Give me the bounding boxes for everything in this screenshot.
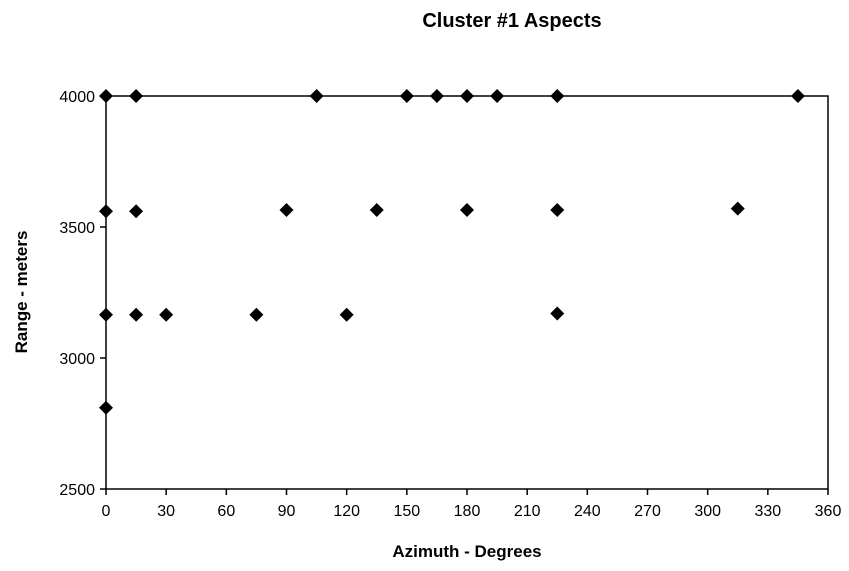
data-point <box>339 307 354 322</box>
data-point <box>129 89 144 103</box>
data-point <box>249 307 264 322</box>
data-point <box>99 204 113 219</box>
data-point <box>279 202 294 217</box>
x-tick-label: 210 <box>514 503 541 520</box>
x-tick-label: 60 <box>217 503 235 520</box>
x-tick-label: 330 <box>754 503 781 520</box>
data-point <box>309 89 324 103</box>
y-tick-label: 3000 <box>59 351 95 368</box>
y-tick-label: 3500 <box>59 220 95 237</box>
y-axis-label: Range - meters <box>12 231 31 354</box>
x-tick-label: 150 <box>393 503 420 520</box>
data-point <box>99 307 113 322</box>
data-point <box>429 89 444 103</box>
x-tick-label: 240 <box>574 503 601 520</box>
data-point <box>490 89 505 103</box>
x-tick-label: 360 <box>815 503 842 520</box>
plot-area <box>105 95 829 490</box>
data-point <box>550 306 565 321</box>
data-point <box>399 89 414 103</box>
data-point <box>460 202 474 217</box>
data-point <box>369 202 384 217</box>
x-tick-label: 30 <box>157 503 175 520</box>
data-point <box>550 202 565 217</box>
data-point <box>790 89 805 103</box>
x-tick-label: 300 <box>694 503 721 520</box>
x-tick-label: 120 <box>333 503 360 520</box>
chart-title: Cluster #1 Aspects <box>422 10 601 32</box>
x-axis-label: Azimuth - Degrees <box>392 542 541 561</box>
data-point <box>159 307 174 322</box>
x-tick-label: 270 <box>634 503 661 520</box>
x-tick-label: 90 <box>278 503 296 520</box>
data-point <box>99 89 113 103</box>
data-point <box>730 201 745 216</box>
data-point <box>550 89 565 103</box>
y-axis: 2500 3000 3500 4000 <box>59 89 106 499</box>
data-points <box>99 89 805 415</box>
y-tick-label: 2500 <box>59 482 95 499</box>
x-tick-label: 0 <box>102 503 111 520</box>
data-point <box>460 89 474 103</box>
x-axis: 0 30 60 90 120 150 180 210 240 270 300 330 360 <box>102 489 842 520</box>
data-point <box>129 307 144 322</box>
data-point <box>99 400 113 415</box>
data-point <box>129 204 144 219</box>
y-tick-label: 4000 <box>59 89 95 106</box>
x-tick-label: 180 <box>454 503 481 520</box>
